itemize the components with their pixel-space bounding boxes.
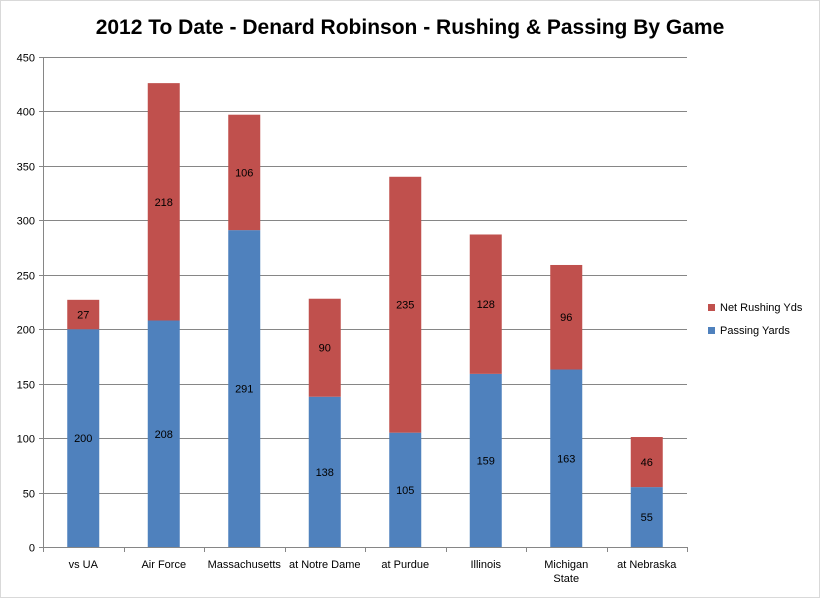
data-label: 105 [396, 485, 414, 497]
x-tick-label: Michigan State [544, 559, 588, 585]
x-tick-label: at Notre Dame [289, 559, 361, 571]
axes: 0 50 100 150 200 250 300 350 400 450 vs UA Air Forc… [17, 53, 688, 585]
data-label: 46 [641, 457, 653, 469]
bar-segment [228, 114, 261, 231]
bar-segment [228, 230, 261, 547]
x-tick-label: at Purdue [381, 559, 429, 571]
bar-segment [630, 437, 663, 488]
data-label: 27 [77, 310, 89, 322]
legend-swatch [708, 327, 715, 334]
x-tick-label: Air Force [141, 559, 186, 571]
chart-title: 2012 To Date - Denard Robinson - Rushing… [96, 16, 725, 39]
bar-segment [469, 373, 502, 547]
bars: 200 27 208 218 291 106 138 90 105 235 159 128 163 96 5… [67, 83, 663, 547]
data-label: 200 [74, 433, 92, 445]
data-label: 218 [155, 197, 173, 209]
bar-segment [630, 487, 663, 547]
data-label: 96 [560, 312, 572, 324]
y-tick-label: 400 [17, 107, 35, 119]
data-label: 208 [155, 429, 173, 441]
y-tick-label: 150 [17, 380, 35, 392]
data-label: 163 [557, 453, 575, 465]
x-tick-label: Illinois [470, 559, 501, 571]
data-label: 138 [316, 467, 334, 479]
legend-label: Net Rushing Yds [720, 302, 803, 314]
bar-segment [308, 298, 341, 397]
data-label: 159 [477, 455, 495, 467]
bar-segment [147, 320, 180, 547]
data-label: 235 [396, 300, 414, 312]
bar-segment [308, 396, 341, 547]
bar-segment [550, 369, 583, 547]
legend-swatch [708, 304, 715, 311]
y-tick-label: 100 [17, 434, 35, 446]
x-tick-label: at Nebraska [617, 559, 677, 571]
bar-segment [67, 299, 100, 330]
y-tick-label: 250 [17, 271, 35, 283]
data-label: 55 [641, 512, 653, 524]
bar-segment [389, 432, 422, 547]
y-tick-label: 350 [17, 162, 35, 174]
x-tick-label: Massachusetts [208, 559, 282, 571]
data-label: 106 [235, 167, 253, 179]
legend: Net Rushing Yds Passing Yards [708, 302, 803, 337]
bar-segment [389, 176, 422, 433]
bar-segment [67, 329, 100, 547]
data-label: 291 [235, 384, 253, 396]
bar-segment [147, 83, 180, 321]
data-label: 90 [319, 343, 331, 355]
y-tick-label: 200 [17, 325, 35, 337]
y-tick-label: 50 [23, 489, 35, 501]
bar-segment [550, 264, 583, 370]
legend-label: Passing Yards [720, 325, 790, 337]
y-tick-label: 0 [29, 543, 35, 555]
y-tick-label: 300 [17, 216, 35, 228]
gridlines [43, 57, 687, 548]
x-tick-label: vs UA [69, 559, 99, 571]
data-label: 128 [477, 299, 495, 311]
y-tick-label: 450 [17, 53, 35, 65]
bar-segment [469, 234, 502, 374]
